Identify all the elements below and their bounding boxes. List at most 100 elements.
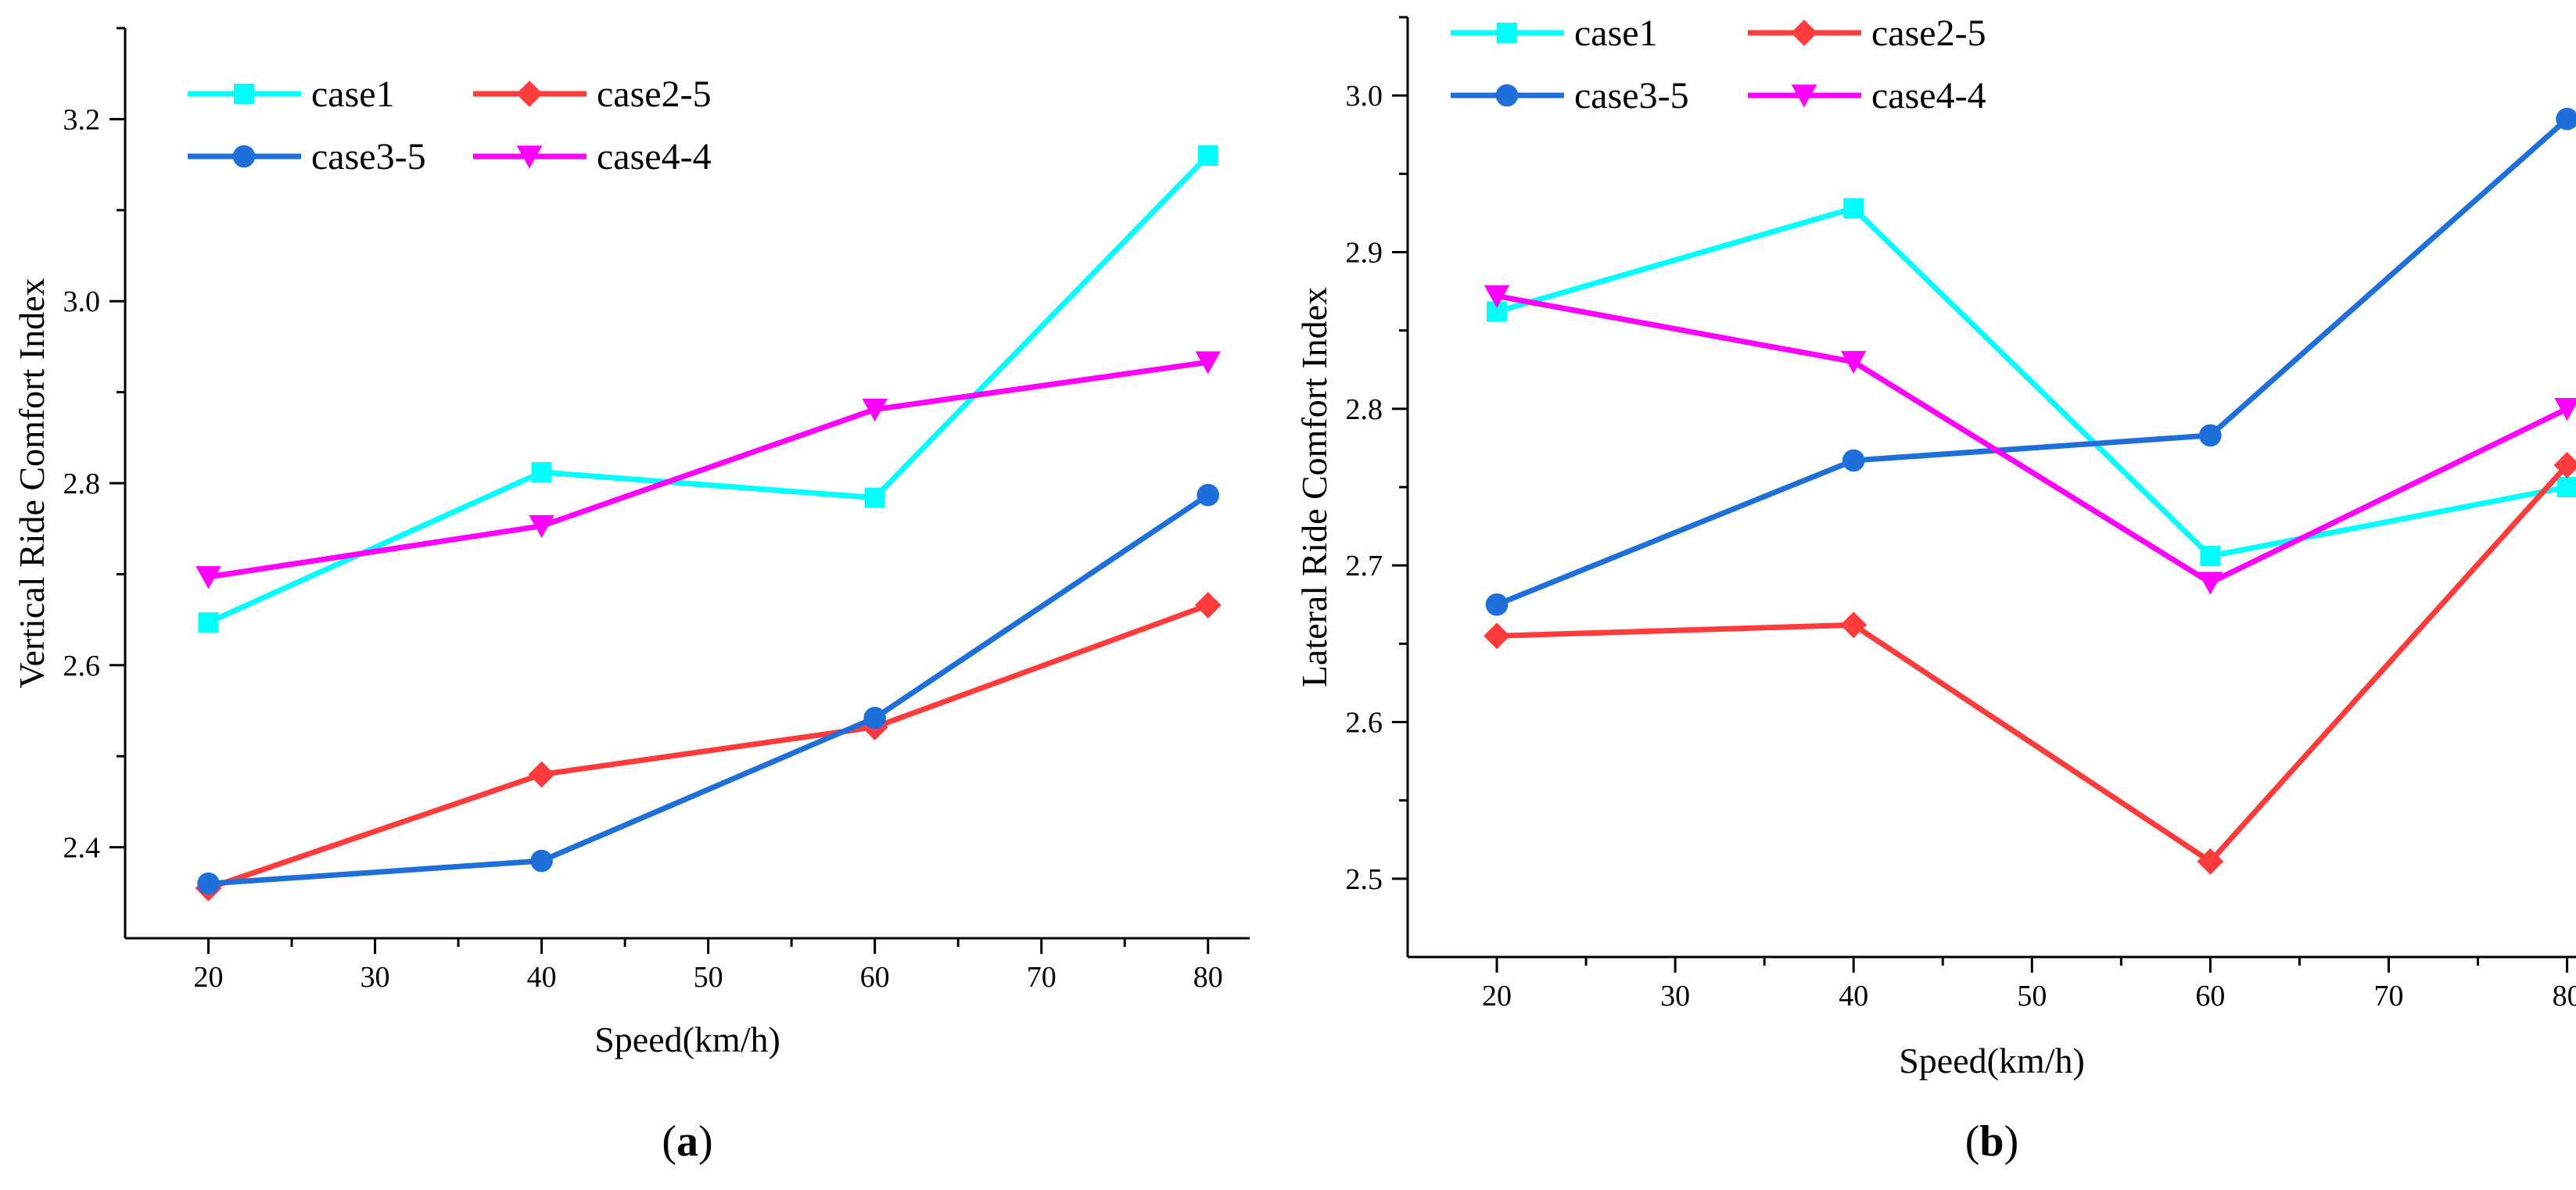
series-case2-5 xyxy=(1484,452,2576,875)
legend-label: case4-4 xyxy=(597,136,712,177)
legend-item: case1 xyxy=(188,73,395,115)
legend-item: case2-5 xyxy=(1748,13,1986,54)
data-point xyxy=(862,398,888,422)
legend-marker xyxy=(1791,84,1817,108)
legend-item: case3-5 xyxy=(188,136,426,177)
legend-label: case3-5 xyxy=(1574,75,1689,116)
panel-label-close: ) xyxy=(2004,1117,2019,1166)
x-tick-label: 60 xyxy=(860,961,890,994)
x-tick-label: 30 xyxy=(361,961,390,994)
legend: case1 case2-5 case3-5 case4-4 xyxy=(1451,13,1986,116)
x-axis-title: Speed(km/h) xyxy=(594,1020,780,1059)
y-tick-label: 2.8 xyxy=(63,468,101,500)
legend-item: case2-5 xyxy=(473,73,712,115)
series-line xyxy=(208,493,1210,887)
data-point xyxy=(2553,452,2576,479)
x-tick-label: 80 xyxy=(1193,961,1223,994)
panel-label-close: ) xyxy=(698,1117,713,1166)
y-tick-label: 3.2 xyxy=(63,103,101,136)
legend-item: case4-4 xyxy=(473,136,712,177)
x-axis-title: Speed(km/h) xyxy=(1899,1041,2085,1081)
legend-item: case3-5 xyxy=(1451,75,1689,116)
panel-label: (b) xyxy=(1965,1117,2018,1166)
panel-label-open: ( xyxy=(1965,1117,1980,1166)
legend-marker xyxy=(516,81,543,107)
data-point xyxy=(1195,351,1221,375)
legend-label: case4-4 xyxy=(1871,75,1986,116)
legend-marker xyxy=(232,145,256,168)
y-tick-label: 2.4 xyxy=(63,832,101,865)
y-tick-label: 2.9 xyxy=(1346,237,1383,270)
x-tick-label: 80 xyxy=(2553,980,2576,1013)
series-line xyxy=(1496,463,2570,865)
series-line xyxy=(1496,205,2568,559)
legend: case1 case2-5 case3-5 case4-4 xyxy=(188,73,712,177)
x-tick-label: 20 xyxy=(1482,980,1512,1013)
data-point xyxy=(1842,449,1865,472)
legend-marker xyxy=(1497,23,1517,43)
data-point xyxy=(1484,622,1510,650)
data-point xyxy=(531,462,552,483)
series-case4-4 xyxy=(1484,285,2576,595)
x-tick-label: 50 xyxy=(2017,980,2047,1013)
series-case4-4 xyxy=(196,351,1221,590)
chart-panel-a: 20 30 40 50 60 70 80 2.4 2.6 2.8 3.0 3.2 Speed(km/h)… xyxy=(12,27,1250,1166)
legend-label: case1 xyxy=(1574,13,1658,54)
data-point xyxy=(1197,483,1220,507)
panel-label-open: ( xyxy=(662,1117,676,1166)
x-tick-label: 50 xyxy=(694,961,723,994)
legend-label: case3-5 xyxy=(311,136,426,177)
data-point xyxy=(2199,424,2222,447)
legend-label: case2-5 xyxy=(1871,13,1986,54)
legend-marker xyxy=(1495,84,1519,107)
data-point xyxy=(197,872,220,895)
series-case3-5 xyxy=(197,483,1220,895)
y-tick-label: 3.0 xyxy=(1346,80,1383,113)
x-tick-label: 20 xyxy=(194,961,224,994)
y-tick-label: 3.0 xyxy=(63,285,101,318)
data-point xyxy=(2554,398,2576,421)
series-line xyxy=(207,359,1209,580)
x-tick-label: 40 xyxy=(527,961,557,994)
data-point xyxy=(1840,350,1867,375)
y-axis-title: Vertical Ride Comfort Index xyxy=(12,278,52,688)
data-point xyxy=(2556,107,2576,131)
y-tick-label: 2.8 xyxy=(1346,393,1383,426)
data-point xyxy=(1843,198,1864,219)
series-case1 xyxy=(1487,198,2576,567)
data-point xyxy=(1485,593,1509,616)
data-point xyxy=(2556,477,2576,497)
legend-label: case2-5 xyxy=(597,73,712,115)
x-tick-label: 40 xyxy=(1839,980,1868,1013)
data-point xyxy=(1197,145,1218,166)
legend-label: case1 xyxy=(311,73,395,115)
data-point xyxy=(198,612,219,633)
y-tick-label: 2.5 xyxy=(1346,863,1383,896)
data-point xyxy=(1840,611,1867,639)
legend-marker xyxy=(234,84,254,104)
data-point xyxy=(529,514,554,539)
data-point xyxy=(2197,572,2223,595)
legend-marker xyxy=(516,145,543,169)
series-line xyxy=(207,153,1211,625)
panel-label-letter: b xyxy=(1979,1117,2004,1166)
x-tick-label: 70 xyxy=(1027,961,1057,994)
panel-label: (a) xyxy=(662,1117,712,1166)
legend-item: case1 xyxy=(1451,13,1658,54)
panel-label-letter: a xyxy=(676,1117,698,1166)
data-point xyxy=(530,849,553,873)
x-tick-label: 70 xyxy=(2374,980,2404,1013)
x-tick-label: 60 xyxy=(2195,980,2225,1013)
series-case1 xyxy=(198,145,1218,633)
legend-marker xyxy=(1791,20,1817,46)
x-tick-label: 30 xyxy=(1660,980,1690,1013)
data-point xyxy=(528,761,555,788)
legend-item: case4-4 xyxy=(1748,75,1986,116)
data-point xyxy=(2200,546,2221,567)
data-point xyxy=(1194,592,1222,618)
y-axis-title: Lateral Ride Comfort Index xyxy=(1294,287,1334,687)
series-case3-5 xyxy=(1485,107,2576,616)
y-tick-label: 2.6 xyxy=(1346,707,1383,740)
series-case2-5 xyxy=(195,592,1222,901)
